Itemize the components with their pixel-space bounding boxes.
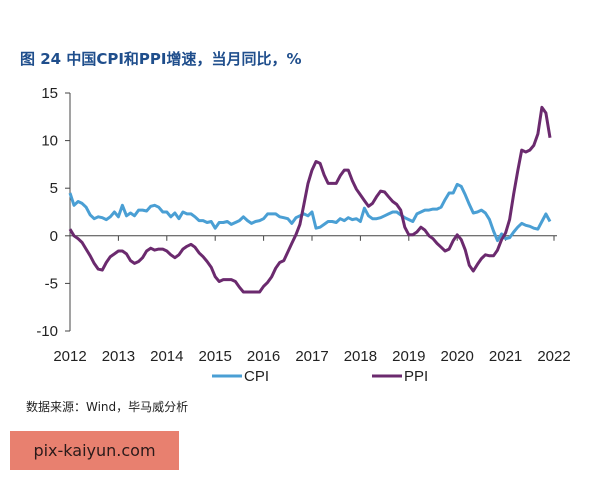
legend-label-ppi: PPI — [404, 368, 428, 385]
x-tick-label: 2018 — [344, 348, 377, 365]
chart-title: 图 24 中国CPI和PPI增速，当月同比，% — [20, 50, 302, 68]
y-tick-label: -10 — [36, 323, 58, 340]
x-tick-label: 2017 — [295, 348, 328, 365]
series-line-ppi — [68, 105, 552, 294]
y-tick-label: -5 — [45, 275, 58, 292]
watermark: pix-kaiyun.com — [10, 431, 179, 470]
x-tick-label: 2022 — [537, 348, 570, 365]
legend-label-cpi: CPI — [244, 368, 269, 385]
series-line-cpi — [68, 182, 552, 243]
y-tick-label: 0 — [50, 228, 58, 245]
x-tick-label: 2019 — [392, 348, 425, 365]
y-tick-label: 5 — [50, 180, 58, 197]
x-tick-label: 2012 — [53, 348, 86, 365]
x-tick-label: 2016 — [247, 348, 280, 365]
x-tick-label: 2020 — [441, 348, 474, 365]
line-chart: 15 10 5 0 -5 -10 2012 2013 2014 2015 2016 2017 2018 2… — [36, 85, 570, 385]
y-tick-label: 10 — [41, 133, 58, 150]
x-tick-label: 2015 — [199, 348, 232, 365]
x-tick-label: 2013 — [102, 348, 135, 365]
x-tick-label: 2021 — [489, 348, 522, 365]
x-tick-label: 2014 — [150, 348, 183, 365]
data-source-note: 数据来源：Wind，毕马威分析 — [26, 400, 189, 414]
y-tick-label: 15 — [41, 85, 58, 102]
